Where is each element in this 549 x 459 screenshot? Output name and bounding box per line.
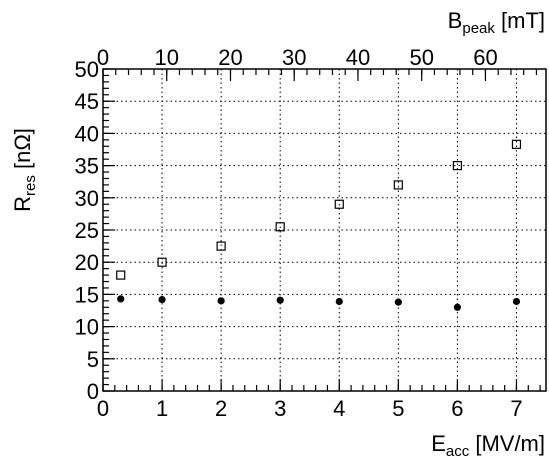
open-square-point (452, 161, 462, 171)
open-square-point (116, 270, 126, 280)
filled-circle-point (394, 298, 402, 306)
y-tick-label: 15 (75, 282, 99, 307)
open-square-point (157, 257, 167, 267)
x-tick-label: 4 (333, 396, 345, 421)
x-tick-label: 1 (156, 396, 168, 421)
top-tick-label: 50 (409, 45, 433, 70)
y-tick-label: 5 (87, 347, 99, 372)
x-tick-label: 7 (510, 396, 522, 421)
top-tick-label: 40 (346, 45, 370, 70)
y-tick-label: 10 (75, 315, 99, 340)
top-tick-label: 30 (282, 45, 306, 70)
filled-circle-point (512, 297, 521, 306)
y-tick-label: 50 (75, 57, 99, 82)
grid (103, 69, 546, 391)
x-tick-label: 0 (97, 396, 109, 421)
x-tick-label: 6 (451, 396, 463, 421)
top-tick-label: 20 (218, 45, 242, 70)
x-axis-title: Eacc [MV/m] (431, 431, 545, 459)
y-tick-label: 20 (75, 250, 99, 275)
open-square-point (511, 139, 522, 149)
open-square-point (216, 241, 226, 251)
y-tick-label: 0 (87, 379, 99, 404)
filled-circle-point (117, 295, 125, 303)
axis-ticks (102, 68, 541, 392)
x-tick-label: 3 (274, 396, 286, 421)
filled-circle-point (217, 297, 225, 305)
filled-circle-point (276, 296, 284, 304)
open-square-point (334, 199, 344, 209)
y-tick-label: 40 (75, 121, 99, 146)
y-tick-label: 25 (75, 218, 99, 243)
filled-circle-point (335, 297, 343, 306)
y-tick-label: 35 (75, 154, 99, 179)
top-tick-label: 0 (97, 45, 109, 70)
top-tick-label: 10 (154, 45, 178, 70)
filled-circle-point (158, 295, 166, 304)
top-tick-label: 60 (473, 45, 497, 70)
y-tick-label: 30 (75, 186, 99, 211)
data-points (116, 139, 522, 311)
y-axis-title: Rres [nΩ] (10, 128, 39, 212)
open-square-point (393, 180, 403, 190)
y-tick-label: 45 (75, 89, 99, 114)
filled-circle-point (453, 303, 461, 311)
x-tick-label: 5 (392, 396, 404, 421)
open-square-point (275, 222, 285, 232)
top-axis-title: Bpeak [mT] (448, 8, 545, 37)
x-tick-label: 2 (215, 396, 227, 421)
